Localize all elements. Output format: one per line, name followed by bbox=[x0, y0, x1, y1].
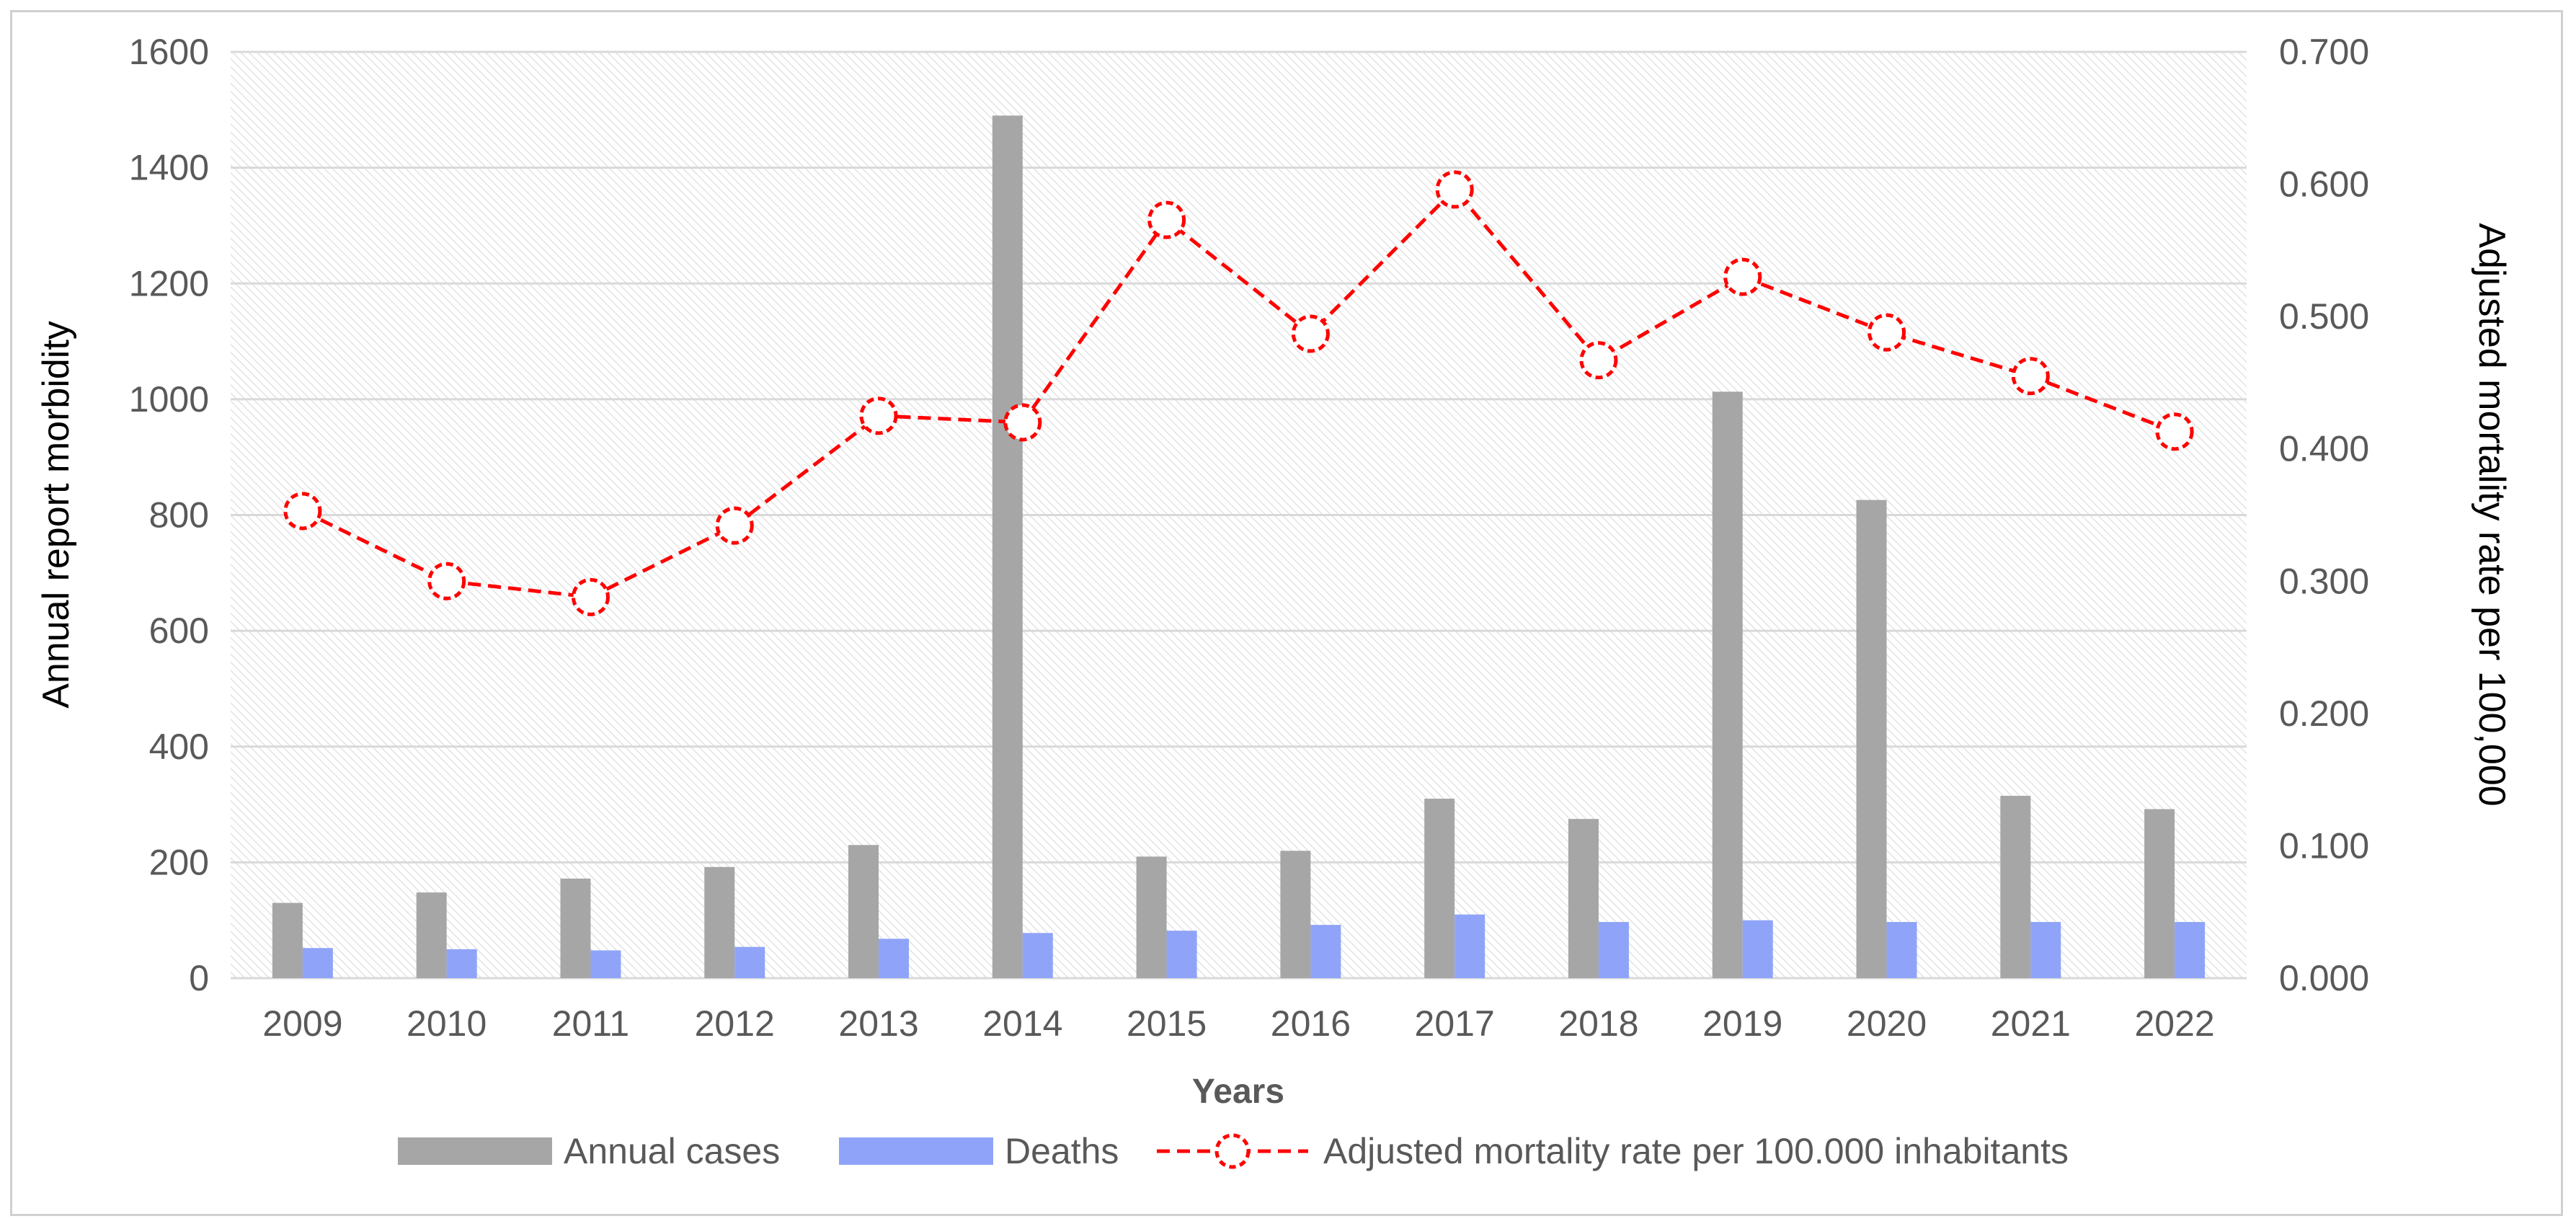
x-tick-label: 2013 bbox=[838, 1003, 918, 1044]
gridlines bbox=[231, 50, 2247, 980]
x-tick-label: 2011 bbox=[552, 1003, 630, 1044]
mortality-rate-point bbox=[1003, 403, 1042, 442]
mortality-rate-point bbox=[1867, 313, 1906, 352]
left-tick-label: 200 bbox=[149, 842, 209, 882]
left-axis-title: Annual report morbidity bbox=[35, 321, 77, 709]
bar-annual-cases bbox=[2144, 809, 2175, 978]
x-tick-label: 2022 bbox=[2134, 1003, 2214, 1044]
left-tick-label: 600 bbox=[149, 611, 209, 651]
x-tick-label: 2019 bbox=[1702, 1003, 1782, 1044]
legend: Annual cases Deaths Adjusted mortality r… bbox=[398, 1131, 2069, 1171]
left-tick-label: 1200 bbox=[129, 263, 209, 303]
bar-deaths bbox=[302, 948, 333, 978]
right-tick-label: 0.700 bbox=[2279, 32, 2369, 72]
mortality-rate-point bbox=[2155, 412, 2194, 451]
bar-annual-cases bbox=[2000, 796, 2031, 978]
bar-annual-cases bbox=[992, 115, 1023, 978]
bar-deaths bbox=[446, 949, 477, 978]
right-tick-label: 0.100 bbox=[2279, 825, 2369, 866]
mortality-rate-point bbox=[859, 396, 898, 435]
bar-annual-cases bbox=[416, 892, 447, 978]
right-tick-label: 0.200 bbox=[2279, 693, 2369, 734]
mortality-rate-point bbox=[1147, 200, 1186, 239]
bar-annual-cases bbox=[1136, 856, 1167, 978]
legend-swatch-annual-cases bbox=[398, 1137, 552, 1165]
legend-label-deaths: Deaths bbox=[1005, 1131, 1119, 1171]
left-tick-label: 400 bbox=[149, 727, 209, 767]
bar-deaths bbox=[1022, 933, 1053, 978]
x-tick-label: 2014 bbox=[982, 1003, 1062, 1044]
right-axis-title: Adjusted mortality rate per 100,000 bbox=[2471, 223, 2513, 806]
legend-label-mortality-rate: Adjusted mortality rate per 100.000 inha… bbox=[1323, 1131, 2069, 1171]
bar-annual-cases bbox=[1856, 500, 1887, 978]
right-axis-ticks: 0.000 0.100 0.200 0.300 0.400 0.500 0.600 0.700 bbox=[2279, 32, 2369, 998]
right-tick-label: 0.500 bbox=[2279, 296, 2369, 337]
x-axis-title: Years bbox=[1192, 1073, 1284, 1111]
bar-annual-cases bbox=[272, 902, 303, 978]
left-tick-label: 1600 bbox=[129, 32, 209, 72]
bar-deaths bbox=[1886, 922, 1917, 978]
x-tick-label: 2018 bbox=[1558, 1003, 1638, 1044]
bar-deaths bbox=[1310, 925, 1341, 978]
x-tick-label: 2016 bbox=[1271, 1003, 1351, 1044]
mortality-rate-point bbox=[1291, 314, 1330, 353]
mortality-rate-point bbox=[571, 577, 610, 616]
x-tick-label: 2010 bbox=[407, 1003, 487, 1044]
right-tick-label: 0.600 bbox=[2279, 164, 2369, 205]
bar-deaths bbox=[734, 946, 765, 978]
line-series bbox=[283, 170, 2194, 616]
left-axis-ticks: 0 200 400 600 800 1000 1200 1400 1600 bbox=[129, 32, 209, 998]
mortality-rate-point bbox=[715, 506, 754, 545]
bar-deaths bbox=[590, 950, 621, 978]
bar-annual-cases bbox=[1712, 391, 1743, 978]
mortality-rate-point bbox=[283, 492, 322, 531]
bar-deaths bbox=[1742, 920, 1773, 978]
bar-annual-cases bbox=[1424, 799, 1455, 978]
x-tick-label: 2009 bbox=[262, 1003, 342, 1044]
x-tick-label: 2017 bbox=[1415, 1003, 1495, 1044]
bar-deaths bbox=[1166, 931, 1197, 978]
left-tick-label: 1400 bbox=[129, 148, 209, 188]
left-tick-label: 800 bbox=[149, 495, 209, 536]
bar-deaths bbox=[2030, 922, 2061, 978]
x-tick-label: 2015 bbox=[1127, 1003, 1207, 1044]
left-tick-label: 1000 bbox=[129, 379, 209, 420]
bar-annual-cases bbox=[704, 866, 735, 978]
x-axis-ticks: 2009 2010 2011 2012 2013 2014 2015 2016 2017 2018… bbox=[262, 1003, 2214, 1044]
bar-annual-cases bbox=[848, 845, 879, 978]
legend-swatch-mortality-marker bbox=[1214, 1133, 1251, 1169]
left-tick-label: 0 bbox=[189, 958, 209, 998]
x-tick-label: 2021 bbox=[1991, 1003, 2071, 1044]
bar-annual-cases bbox=[1568, 819, 1599, 978]
bar-deaths bbox=[1454, 914, 1485, 978]
legend-label-annual-cases: Annual cases bbox=[564, 1131, 780, 1171]
bar-series bbox=[272, 115, 2206, 978]
mortality-rate-point bbox=[1579, 341, 1618, 380]
right-tick-label: 0.400 bbox=[2279, 429, 2369, 469]
bar-annual-cases bbox=[560, 878, 591, 978]
mortality-rate-point bbox=[2011, 357, 2050, 396]
bar-deaths bbox=[1598, 922, 1629, 978]
legend-swatch-deaths bbox=[839, 1137, 993, 1165]
mortality-rate-point bbox=[1723, 257, 1762, 296]
bar-deaths bbox=[879, 939, 910, 978]
bar-deaths bbox=[2175, 922, 2206, 978]
x-tick-label: 2020 bbox=[1847, 1003, 1927, 1044]
mortality-rate-point bbox=[1435, 170, 1474, 209]
x-tick-label: 2012 bbox=[695, 1003, 775, 1044]
mortality-rate-point bbox=[427, 562, 466, 600]
mortality-rate-line bbox=[301, 187, 2176, 599]
right-tick-label: 0.300 bbox=[2279, 561, 2369, 601]
bar-annual-cases bbox=[1280, 851, 1311, 978]
right-tick-label: 0.000 bbox=[2279, 958, 2369, 998]
